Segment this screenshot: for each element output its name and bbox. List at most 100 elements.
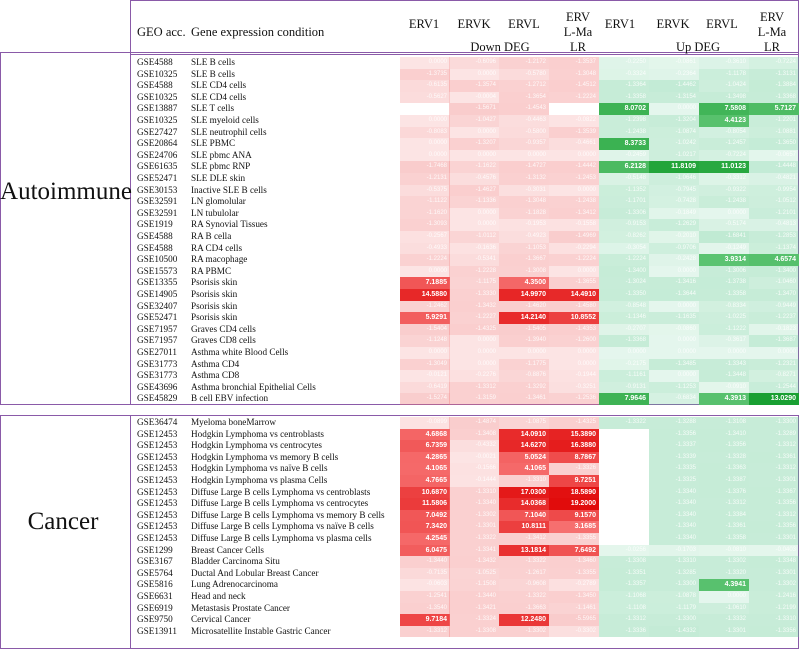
up-deg-cell xyxy=(599,509,649,522)
up-deg-cell: -1.3301 xyxy=(699,625,749,638)
up-deg-cell: -0.8548 xyxy=(599,300,649,313)
down-deg-cell xyxy=(400,103,450,115)
up-deg-cell: -1.3410 xyxy=(699,428,749,441)
row-accession: GSE20864 xyxy=(137,138,178,149)
down-deg-cell: 19.2000 xyxy=(549,498,599,510)
down-deg-cell: -1.3292 xyxy=(499,381,549,394)
down-deg-cell: -1.2453 xyxy=(549,173,599,185)
up-deg-cell: -0.8262 xyxy=(599,231,649,243)
row-condition: Hodgkin Lymphoma vs plasma Cells xyxy=(191,475,328,485)
up-deg-cell: -1.2544 xyxy=(749,381,799,394)
up-deg-cell: -1.3312 xyxy=(749,509,799,522)
down-deg-cell: 9.1570 xyxy=(549,509,599,522)
down-deg-cell: -1.3450 xyxy=(549,591,599,603)
down-deg-cell: -0.4463 xyxy=(499,115,549,127)
up-deg-cell: -1.3387 xyxy=(699,475,749,487)
down-deg-cell: 4.2545 xyxy=(400,533,450,545)
down-deg-cell: -0.8083 xyxy=(400,126,450,139)
row-accession: GSE13355 xyxy=(137,277,178,288)
up-deg-cell: -0.2428 xyxy=(649,254,699,266)
up-deg-cell: -1.3356 xyxy=(649,428,699,441)
up-deg-cell: 4.3913 xyxy=(699,393,749,405)
down-deg-cell: -1.2224 xyxy=(549,91,599,104)
row-accession: GSE12453 xyxy=(137,475,178,485)
down-deg-cell: 14.5880 xyxy=(400,289,450,301)
up-deg-cell: 3.9314 xyxy=(699,254,749,266)
row-condition: Asthma bronchial Epithelial Cells xyxy=(191,381,316,392)
up-deg-cell: -1.1178 xyxy=(699,68,749,81)
up-deg-cell: -1.1701 xyxy=(599,196,649,208)
up-deg-cell: -0.0860 xyxy=(649,323,699,336)
group-label-cancer: Cancer xyxy=(27,508,99,535)
col-header-8: ERVL-MaLR xyxy=(757,10,787,55)
row-condition: Psorisis skin xyxy=(191,300,238,311)
down-deg-cell: 13.1814 xyxy=(499,544,549,557)
down-deg-cell: -1.7468 xyxy=(400,161,450,173)
up-deg-cell: -1.0217 xyxy=(649,149,699,162)
down-deg-cell: -1.2227 xyxy=(449,312,499,324)
down-deg-cell: 14.2140 xyxy=(499,312,549,324)
row-condition: Myeloma boneMarrow xyxy=(191,417,276,427)
up-deg-cell xyxy=(599,498,649,510)
down-deg-cell: 6.7359 xyxy=(400,440,450,452)
up-deg-cell: 0.0000 xyxy=(649,335,699,347)
down-deg-cell: -1.3421 xyxy=(449,602,499,615)
row-condition: SLE PBMC xyxy=(191,138,236,149)
up-deg-cell: -0.0657 xyxy=(749,149,799,162)
row-accession: GSE12453 xyxy=(137,509,178,520)
down-deg-cell: -1.3412 xyxy=(549,207,599,220)
up-deg-cell: -1.4332 xyxy=(649,625,699,638)
down-deg-cell: -1.4727 xyxy=(499,161,549,173)
down-deg-cell: -1.3049 xyxy=(400,358,450,371)
up-deg-cell: -0.4821 xyxy=(749,173,799,185)
up-deg-cell: -1.3687 xyxy=(749,335,799,347)
up-deg-cell xyxy=(599,428,649,441)
up-deg-cell: -1.3400 xyxy=(749,265,799,278)
up-deg-cell: -1.2398 xyxy=(599,115,649,127)
row-condition: Ductal And Lobular Breast Cancer xyxy=(191,567,319,578)
up-deg-cell: -1.3308 xyxy=(599,556,649,568)
up-deg-cell: -0.2250 xyxy=(599,57,649,69)
down-deg-cell: 14.4910 xyxy=(549,289,599,301)
row-condition: Hodgkin Lymphoma vs centroblasts xyxy=(191,428,324,439)
down-deg-cell: 0.0000 xyxy=(449,358,499,371)
up-deg-cell: -1.3337 xyxy=(649,440,699,452)
down-deg-cell: 0.0000 xyxy=(400,115,450,127)
up-deg-cell: -1.0881 xyxy=(749,126,799,139)
down-deg-cell: -1.1508 xyxy=(449,579,499,591)
up-deg-cell: -1.3300 xyxy=(649,579,699,591)
down-deg-cell: -0.0121 xyxy=(400,370,450,382)
down-deg-cell: -1.3301 xyxy=(449,521,499,533)
up-deg-cell: -1.3448 xyxy=(699,370,749,382)
down-deg-cell: 0.0000 xyxy=(400,347,450,359)
up-deg-cell: 0.0000 xyxy=(699,591,749,603)
down-deg-cell: -1.4325 xyxy=(449,323,499,336)
up-deg-cell: 8.3733 xyxy=(599,138,649,150)
up-deg-cell: -1.3300 xyxy=(749,417,799,429)
down-deg-cell: -0.9608 xyxy=(499,579,549,591)
down-deg-cell: -0.0021 xyxy=(449,451,499,464)
up-deg-cell: -1.0874 xyxy=(649,126,699,139)
row-condition: Microsatellite Instable Gastric Cancer xyxy=(191,625,331,636)
row-accession: GSE12453 xyxy=(137,451,178,462)
up-deg-cell: -1.3470 xyxy=(749,289,799,301)
down-deg-cell: -1.3432 xyxy=(449,300,499,313)
down-deg-cell: -0.1953 xyxy=(499,219,549,231)
down-deg-cell: -1.2541 xyxy=(400,591,450,603)
row-condition: RA PBMC xyxy=(191,265,232,276)
down-deg-cell: 12.2480 xyxy=(499,614,549,626)
up-deg-cell: -1.3364 xyxy=(599,80,649,92)
row-accession: GSE71957 xyxy=(137,335,178,346)
row-condition: Psorisis skin xyxy=(191,312,238,323)
autoimmune-frame xyxy=(0,52,799,405)
down-deg-cell: -1.2536 xyxy=(549,393,599,405)
down-deg-cell: -0.4923 xyxy=(499,231,549,243)
down-deg-cell: -1.3655 xyxy=(549,277,599,289)
down-deg-cell: 3.1685 xyxy=(549,521,599,533)
down-deg-cell: -1.3355 xyxy=(549,533,599,545)
up-deg-cell: 0.0000 xyxy=(649,370,699,382)
up-deg-cell: -1.3340 xyxy=(649,509,699,522)
row-condition: Hodgkin Lymphoma vs naïve B cells xyxy=(191,463,328,474)
up-deg-cell: -1.3301 xyxy=(749,567,799,580)
up-deg-cell xyxy=(599,486,649,499)
